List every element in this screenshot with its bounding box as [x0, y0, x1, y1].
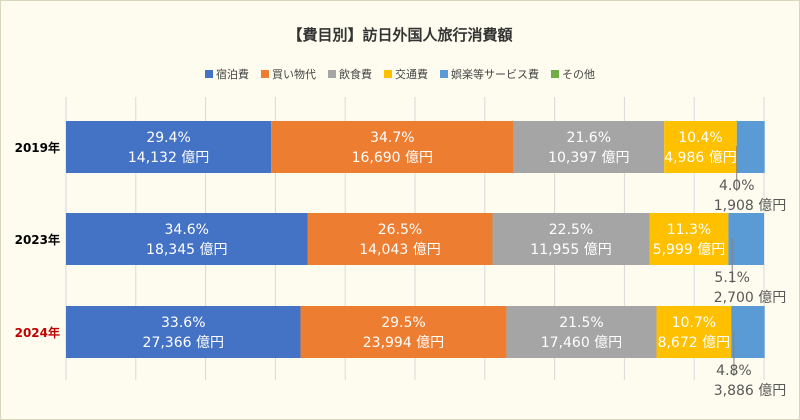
legend-label: 買い物代	[272, 68, 316, 81]
bar-segment	[728, 213, 764, 265]
category-label: 2024年	[15, 325, 60, 340]
legend-item-4: 交通費	[384, 66, 428, 82]
bar-segment	[656, 306, 732, 358]
data-label-amount: 1,908 億円	[714, 198, 787, 214]
legend-swatch	[551, 70, 559, 78]
data-label-percent: 10.4%	[678, 130, 722, 146]
data-label-amount: 10,397 億円	[548, 150, 629, 166]
data-label-percent: 21.5%	[559, 315, 603, 331]
legend-item-6: その他	[551, 66, 595, 82]
data-label-percent: 34.6%	[165, 222, 209, 238]
data-label-amount: 5,999 億円	[653, 242, 726, 258]
data-label-amount: 23,994 億円	[363, 335, 444, 351]
legend-swatch	[205, 70, 213, 78]
data-label-percent: 4.0%	[719, 178, 755, 194]
legend-item-2: 買い物代	[261, 66, 316, 82]
category-label: 2019年	[15, 140, 60, 155]
bar-segment	[664, 121, 737, 173]
data-label-amount: 2,700 億円	[714, 290, 787, 306]
data-label-amount: 11,955 億円	[530, 242, 611, 258]
data-label-percent: 34.7%	[370, 130, 414, 146]
data-label-percent: 26.5%	[378, 222, 422, 238]
legend-swatch	[261, 70, 269, 78]
legend-swatch	[384, 70, 392, 78]
bar-segment	[736, 121, 765, 173]
legend-label: 飲食費	[339, 68, 372, 81]
bar-segment	[492, 213, 650, 265]
legend-item-5: 娯楽等サービス費	[440, 66, 539, 82]
data-label-amount: 8,672 億円	[658, 335, 731, 351]
category-label: 2023年	[15, 232, 60, 247]
legend-label: その他	[562, 68, 595, 81]
legend: 宿泊費 買い物代 飲食費 交通費 娯楽等サービス費 その他	[0, 66, 800, 82]
bar-segment	[66, 213, 308, 265]
legend-swatch	[440, 70, 448, 78]
legend-label: 娯楽等サービス費	[451, 68, 539, 81]
bar-segment	[649, 213, 729, 265]
data-label-percent: 33.6%	[161, 315, 205, 331]
bar-segment	[506, 306, 657, 358]
data-label-amount: 4,986 億円	[664, 150, 737, 166]
legend-item-1: 宿泊費	[205, 66, 249, 82]
data-label-percent: 4.8%	[716, 363, 752, 379]
data-label-amount: 17,460 億円	[541, 335, 622, 351]
bar-segment	[307, 213, 493, 265]
legend-swatch	[328, 70, 336, 78]
legend-label: 交通費	[395, 68, 428, 81]
data-label-amount: 14,043 億円	[359, 242, 440, 258]
data-label-percent: 5.1%	[714, 270, 750, 286]
legend-item-3: 飲食費	[328, 66, 372, 82]
data-label-percent: 29.5%	[381, 315, 425, 331]
bar-segment	[271, 121, 514, 173]
data-label-percent: 11.3%	[667, 222, 711, 238]
bar-segment	[300, 306, 507, 358]
data-label-amount: 16,690 億円	[352, 150, 433, 166]
data-label-amount: 18,345 億円	[146, 242, 227, 258]
chart-title: 【費目別】訪日外国人旅行消費額	[287, 26, 513, 44]
bar-segment	[66, 121, 272, 173]
data-label-amount: 14,132 億円	[128, 150, 209, 166]
data-label-percent: 10.7%	[672, 315, 716, 331]
legend-label: 宿泊費	[216, 68, 249, 81]
data-label-amount: 3,886 億円	[714, 383, 787, 399]
bar-segment	[513, 121, 665, 173]
data-label-amount: 27,366 億円	[143, 335, 224, 351]
data-label-percent: 21.6%	[567, 130, 611, 146]
bar-segment	[731, 306, 765, 358]
bar-segment	[66, 306, 301, 358]
data-label-percent: 22.5%	[549, 222, 593, 238]
data-label-percent: 29.4%	[146, 130, 190, 146]
